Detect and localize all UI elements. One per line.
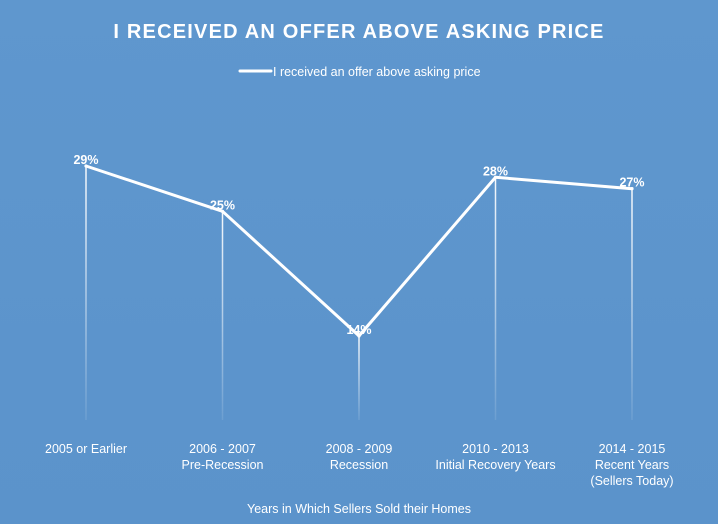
- category-label-4-line-2: Initial Recovery Years: [435, 458, 555, 472]
- category-label-5-line-2: Recent Years: [595, 458, 669, 472]
- category-label-2-line-1: 2006 - 2007: [189, 442, 256, 456]
- drop-lines: [85, 166, 633, 420]
- data-label-1: 29%: [73, 153, 98, 167]
- data-point-3: [357, 334, 361, 338]
- x-axis-title: Years in Which Sellers Sold their Homes: [247, 502, 471, 516]
- category-label-1: 2005 or Earlier: [45, 442, 127, 456]
- category-label-5-line-1: 2014 - 2015: [599, 442, 666, 456]
- category-label-4: 2010 - 2013 Initial Recovery Years: [435, 442, 555, 472]
- chart-title: I RECEIVED AN OFFER ABOVE ASKING PRICE: [113, 21, 604, 43]
- category-label-2-line-2: Pre-Recession: [182, 458, 264, 472]
- legend-label: I received an offer above asking price: [273, 65, 481, 79]
- data-point-2: [220, 209, 225, 213]
- data-label-3: 14%: [346, 323, 371, 337]
- category-label-5-line-3: (Sellers Today): [590, 474, 673, 488]
- drop-line-4: [494, 177, 497, 420]
- data-label-4: 28%: [483, 164, 508, 178]
- drop-line-3: [358, 335, 360, 420]
- category-label-1-line-1: 2005 or Earlier: [45, 442, 127, 456]
- category-label-5: 2014 - 2015 Recent Years (Sellers Today): [590, 442, 673, 488]
- data-labels: 29% 25% 14% 28% 27%: [73, 153, 644, 337]
- data-label-5: 27%: [619, 176, 644, 190]
- series-line: [84, 164, 634, 338]
- category-labels: 2005 or Earlier 2006 - 2007 Pre-Recession2…: [45, 442, 674, 488]
- legend: I received an offer above asking price: [238, 65, 481, 79]
- data-point-4: [493, 175, 498, 179]
- category-label-4-line-1: 2010 - 2013: [462, 442, 529, 456]
- drop-line-1: [85, 166, 87, 420]
- series-group: [84, 164, 634, 338]
- category-label-3: 2008 - 2009 Recession: [326, 442, 393, 472]
- data-point-1: [84, 164, 88, 168]
- drop-line-5: [631, 188, 633, 420]
- category-label-2: 2006 - 2007 Pre-Recession: [182, 442, 264, 472]
- data-point-5: [630, 187, 634, 191]
- category-label-3-line-2: Recession: [330, 458, 388, 472]
- data-label-2: 25%: [210, 198, 235, 212]
- drop-line-2: [221, 211, 224, 420]
- category-label-3-line-1: 2008 - 2009: [326, 442, 393, 456]
